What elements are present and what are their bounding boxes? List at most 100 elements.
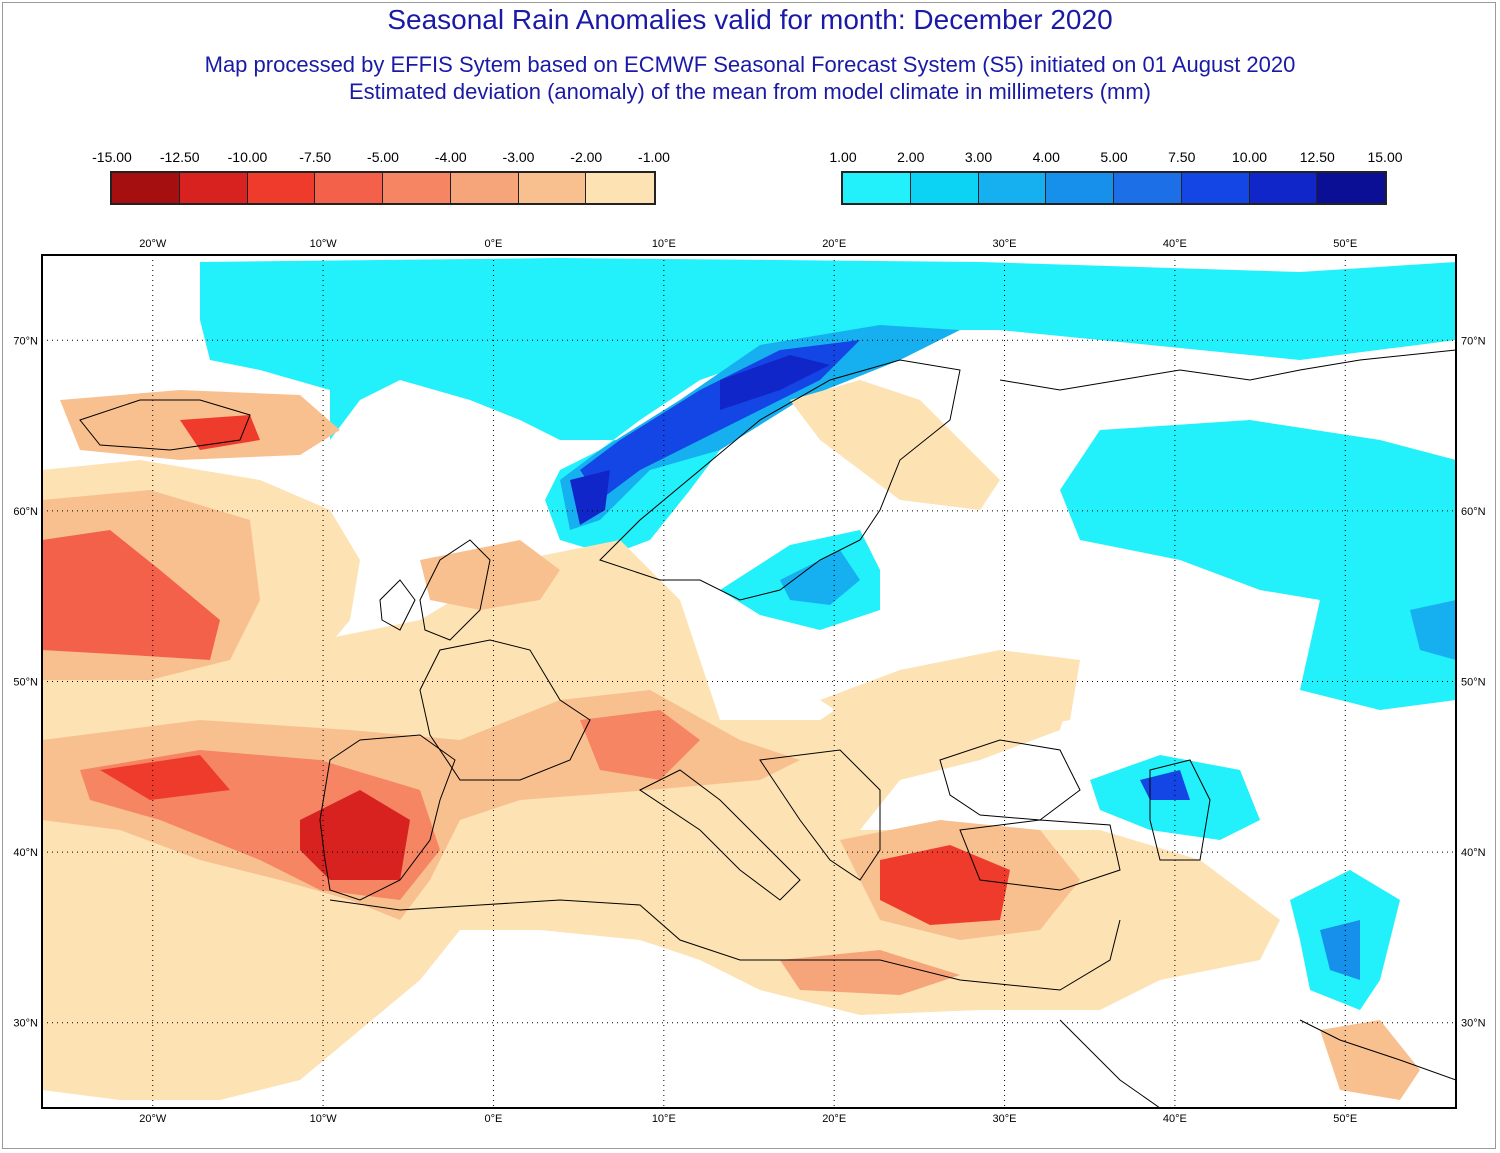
coastline-scandinavia — [599, 359, 961, 601]
legend_negative-tick-label: -10.00 — [227, 149, 268, 165]
coastlines — [79, 349, 1456, 1108]
legend_negative-tick-label: -5.00 — [367, 149, 399, 165]
anomaly-field-russia-wet — [1060, 420, 1456, 710]
legend_positive-swatch — [1114, 173, 1182, 203]
lon-tick-label-bottom: 30°E — [993, 1113, 1017, 1125]
coastline-caspian — [1149, 759, 1211, 861]
lon-tick-label-bottom: 40°E — [1163, 1113, 1187, 1125]
legend_positive-tick-label: 12.50 — [1299, 149, 1335, 165]
legend_positive-tick-label: 10.00 — [1231, 149, 1268, 165]
coastline-france — [419, 639, 591, 781]
anomaly-field-middle-east-core — [1320, 920, 1360, 980]
lon-tick-label-bottom: 20°E — [822, 1113, 846, 1125]
legend_negative-swatch — [112, 173, 180, 203]
legend_positive-swatch — [1046, 173, 1114, 203]
legend-negative-colorbar — [110, 171, 656, 205]
lon-tick-label-bottom: 0°E — [485, 1113, 503, 1125]
lat-tick-label-right: 40°N — [1461, 847, 1486, 859]
anomaly-field-iberia-max-2 — [300, 790, 410, 880]
map-subtitle-source: Map processed by EFFIS Sytem based on EC… — [204, 52, 1296, 77]
legend_negative-tick-label: -12.50 — [159, 149, 200, 165]
lon-tick-label-bottom: 20°W — [139, 1113, 167, 1125]
anomaly-field-norway-max-2 — [570, 470, 610, 525]
lon-tick-label-bottom: 50°E — [1333, 1113, 1357, 1125]
coastline-ireland — [379, 579, 416, 631]
lat-tick-label-left: 30°N — [13, 1018, 38, 1030]
anomaly-field-libya-dry — [780, 950, 960, 995]
lat-tick-label-left: 70°N — [13, 335, 38, 347]
legend_negative-tick-label: -7.50 — [299, 149, 332, 165]
lon-tick-label-top: 30°E — [993, 238, 1017, 250]
lat-tick-label-right: 60°N — [1461, 506, 1486, 518]
anomaly-field-north-atlantic-wet — [200, 258, 1456, 555]
coastline-iberia — [319, 734, 456, 901]
legend_negative-swatch — [586, 173, 654, 203]
map-border — [41, 254, 1457, 1109]
anomaly-field-alps-dry — [580, 710, 700, 780]
coastline-north-africa — [329, 899, 1121, 991]
legend_positive-swatch — [1249, 173, 1318, 203]
lon-tick-label-bottom: 10°E — [652, 1113, 676, 1125]
legend_positive-tick-label: 4.00 — [1032, 149, 1060, 165]
lon-tick-label-bottom: 10°W — [310, 1113, 338, 1125]
graticule — [42, 255, 1456, 1108]
coastline-arctic-russia — [999, 349, 1456, 391]
legend-positive-colorbar — [841, 171, 1387, 205]
legend_negative-swatch — [450, 173, 519, 203]
legend_positive-swatch — [1181, 173, 1250, 203]
anomaly-field-ukraine-dry — [820, 650, 1080, 740]
coastline-italy — [639, 769, 801, 901]
lon-tick-label-top: 40°E — [1163, 238, 1187, 250]
anomaly-field-iceland-core — [180, 415, 260, 450]
lon-tick-label-top: 20°E — [822, 238, 846, 250]
coastline-iceland — [79, 399, 251, 451]
legend_negative-swatch — [383, 173, 451, 203]
lat-tick-label-left: 50°N — [13, 677, 38, 689]
legend_negative-swatch — [179, 173, 248, 203]
lon-tick-label-top: 10°W — [310, 238, 338, 250]
legend_negative-swatch — [518, 173, 587, 203]
legend_negative-tick-label: -2.00 — [570, 149, 603, 165]
legend_positive-tick-label: 15.00 — [1367, 149, 1403, 165]
coastline-gulf — [1299, 1019, 1456, 1081]
anomaly-field-iberia-max — [100, 755, 230, 800]
lat-tick-label-right: 70°N — [1461, 335, 1486, 347]
map-title: Seasonal Rain Anomalies valid for month:… — [387, 4, 1113, 35]
anomaly-field-russia-east — [1410, 600, 1456, 660]
legend_positive-tick-label: 1.00 — [829, 149, 857, 165]
lat-tick-label-right: 30°N — [1461, 1018, 1486, 1030]
lat-tick-label-left: 60°N — [13, 506, 38, 518]
legend_negative-tick-label: -4.00 — [434, 149, 467, 165]
lon-tick-label-top: 20°W — [139, 238, 167, 250]
lat-tick-label-left: 40°N — [13, 847, 38, 859]
anomaly-field-scandinavia-dry — [790, 380, 1000, 510]
anomaly-field-baltic-core — [780, 550, 860, 605]
axis-tick-labels: 20°W 20°W 10°W 10°W 0°E 0°E 10°E 10°E 20°E 20°E 30… — [13, 238, 1485, 1125]
coastline-balkans — [759, 749, 881, 881]
legend_positive-swatch — [1317, 173, 1385, 203]
lon-tick-label-top: 50°E — [1333, 238, 1357, 250]
coastline-uk — [419, 539, 491, 641]
legend_negative-swatch — [315, 173, 383, 203]
legend_positive-tick-label: 2.00 — [897, 149, 925, 165]
anomaly-field-greece-core — [880, 845, 1010, 925]
lon-tick-label-top: 0°E — [485, 238, 503, 250]
map-subtitle-units: Estimated deviation (anomaly) of the mea… — [348, 79, 1152, 104]
lat-tick-label-right: 50°N — [1461, 677, 1486, 689]
lon-tick-label-top: 10°E — [652, 238, 676, 250]
legend_positive-tick-label: 3.00 — [964, 149, 993, 165]
anomaly-field-caspian-core — [1140, 770, 1190, 800]
anomaly-field-uk-dry — [420, 540, 560, 610]
legend_negative-swatch — [247, 173, 316, 203]
legend_negative-tick-label: -15.00 — [92, 149, 132, 165]
anomaly-field-atlantic-dry-core — [42, 530, 220, 660]
coastline-red-sea — [1059, 1019, 1161, 1108]
legend_positive-swatch — [910, 173, 979, 203]
anomaly-field-norway-max — [720, 355, 830, 410]
legend_positive-swatch — [978, 173, 1047, 203]
legend_negative-tick-label: -3.00 — [502, 149, 535, 165]
legend_negative-tick-label: -1.00 — [638, 149, 670, 165]
legend_positive-tick-label: 7.50 — [1168, 149, 1196, 165]
coastline-black-sea — [939, 739, 1081, 821]
